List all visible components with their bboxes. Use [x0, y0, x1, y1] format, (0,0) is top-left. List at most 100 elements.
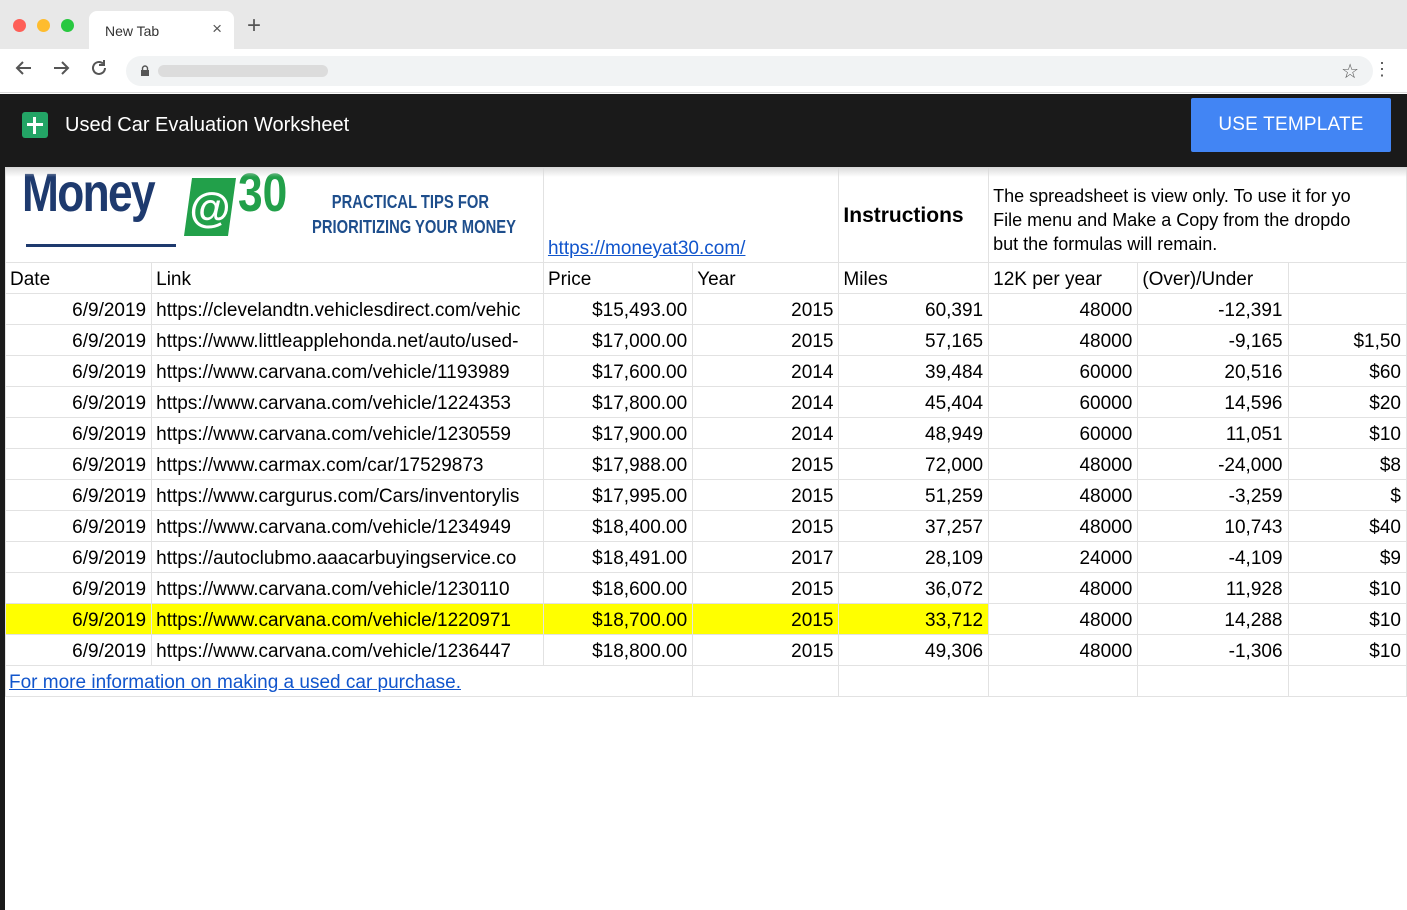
table-cell[interactable]: $1,50	[1287, 324, 1407, 356]
table-cell[interactable]: 2017	[692, 541, 840, 573]
table-cell[interactable]: 6/9/2019	[5, 634, 153, 666]
table-cell[interactable]: 2015	[692, 324, 840, 356]
table-cell[interactable]: $18,600.00	[542, 572, 694, 604]
table-cell[interactable]: 48000	[988, 479, 1139, 511]
table-cell[interactable]: 60000	[988, 417, 1139, 449]
table-cell[interactable]: 48000	[988, 634, 1139, 666]
table-cell[interactable]: $10	[1287, 417, 1407, 449]
table-cell[interactable]: 14,596	[1137, 386, 1289, 418]
table-cell[interactable]: $18,491.00	[542, 541, 694, 573]
column-header[interactable]: Miles	[838, 262, 990, 294]
column-header[interactable]: Link	[151, 262, 544, 294]
table-cell[interactable]: 6/9/2019	[5, 324, 153, 356]
table-cell[interactable]: 72,000	[838, 448, 990, 480]
column-header[interactable]: (Over)/Under	[1137, 262, 1289, 294]
table-cell[interactable]: https://www.carvana.com/vehicle/1193989	[151, 355, 544, 387]
table-cell[interactable]: 14,288	[1137, 603, 1289, 635]
table-cell[interactable]: $20	[1287, 386, 1407, 418]
table-cell[interactable]: $18,400.00	[542, 510, 694, 542]
table-cell[interactable]: 48000	[988, 448, 1139, 480]
table-cell[interactable]: 33,712	[838, 603, 990, 635]
table-cell[interactable]: https://www.carvana.com/vehicle/1220971	[151, 603, 544, 635]
table-cell[interactable]: $17,995.00	[542, 479, 694, 511]
table-cell[interactable]: 6/9/2019	[5, 479, 153, 511]
table-cell[interactable]: 2014	[692, 417, 840, 449]
column-header[interactable]: 12K per year	[988, 262, 1139, 294]
table-cell[interactable]: $18,700.00	[542, 603, 694, 635]
table-cell[interactable]: $17,900.00	[542, 417, 694, 449]
table-cell[interactable]: $10	[1287, 572, 1407, 604]
column-header[interactable]: Price	[542, 262, 694, 294]
moneyat30-link[interactable]: https://moneyat30.com/	[547, 238, 746, 259]
use-template-button[interactable]: USE TEMPLATE	[1191, 98, 1391, 152]
table-cell[interactable]: -12,391	[1137, 293, 1289, 325]
table-cell[interactable]	[1287, 293, 1407, 325]
table-cell[interactable]: $60	[1287, 355, 1407, 387]
browser-tab[interactable]: New Tab ×	[89, 11, 234, 49]
tab-close-icon[interactable]: ×	[212, 19, 222, 38]
reload-icon[interactable]	[89, 58, 109, 82]
table-cell[interactable]: 60,391	[838, 293, 990, 325]
table-cell[interactable]: 24000	[988, 541, 1139, 573]
table-cell[interactable]: $10	[1287, 634, 1407, 666]
table-cell[interactable]: -24,000	[1137, 448, 1289, 480]
table-cell[interactable]: $40	[1287, 510, 1407, 542]
table-cell[interactable]: $18,800.00	[542, 634, 694, 666]
table-cell[interactable]: 6/9/2019	[5, 293, 153, 325]
table-cell[interactable]: 2015	[692, 479, 840, 511]
table-cell[interactable]: $17,000.00	[542, 324, 694, 356]
table-cell[interactable]: $17,600.00	[542, 355, 694, 387]
table-cell[interactable]: 39,484	[838, 355, 990, 387]
table-cell[interactable]: 57,165	[838, 324, 990, 356]
more-info-link[interactable]: For more information on making a used ca…	[9, 672, 461, 693]
maximize-window-button[interactable]	[61, 19, 74, 32]
table-cell[interactable]: 2015	[692, 293, 840, 325]
table-cell[interactable]: 11,051	[1137, 417, 1289, 449]
table-cell[interactable]: 49,306	[838, 634, 990, 666]
table-cell[interactable]: https://www.carvana.com/vehicle/1230559	[151, 417, 544, 449]
table-cell[interactable]: 37,257	[838, 510, 990, 542]
address-bar[interactable]: ☆	[126, 56, 1373, 86]
table-cell[interactable]: 48000	[988, 603, 1139, 635]
table-cell[interactable]: https://clevelandtn.vehiclesdirect.com/v…	[151, 293, 544, 325]
table-cell[interactable]: $	[1287, 479, 1407, 511]
table-cell[interactable]: 48000	[988, 293, 1139, 325]
table-cell[interactable]: 48000	[988, 510, 1139, 542]
table-cell[interactable]: 45,404	[838, 386, 990, 418]
close-window-button[interactable]	[13, 19, 26, 32]
table-cell[interactable]: https://www.carvana.com/vehicle/1230110	[151, 572, 544, 604]
table-cell[interactable]: 6/9/2019	[5, 417, 153, 449]
bookmark-star-icon[interactable]: ☆	[1341, 61, 1359, 83]
table-cell[interactable]: $8	[1287, 448, 1407, 480]
table-cell[interactable]: 6/9/2019	[5, 541, 153, 573]
table-cell[interactable]: 11,928	[1137, 572, 1289, 604]
table-cell[interactable]: 10,743	[1137, 510, 1289, 542]
table-cell[interactable]: 60000	[988, 386, 1139, 418]
table-cell[interactable]: 20,516	[1137, 355, 1289, 387]
table-cell[interactable]: 6/9/2019	[5, 386, 153, 418]
column-header[interactable]: Date	[5, 262, 153, 294]
column-header[interactable]: Year	[692, 262, 840, 294]
table-cell[interactable]: -1,306	[1137, 634, 1289, 666]
table-cell[interactable]: 2015	[692, 510, 840, 542]
table-cell[interactable]: $17,800.00	[542, 386, 694, 418]
table-cell[interactable]: 2014	[692, 355, 840, 387]
table-cell[interactable]: https://www.carvana.com/vehicle/1224353	[151, 386, 544, 418]
table-cell[interactable]: -4,109	[1137, 541, 1289, 573]
table-cell[interactable]: $9	[1287, 541, 1407, 573]
table-cell[interactable]: $17,988.00	[542, 448, 694, 480]
table-cell[interactable]: https://autoclubmo.aaacarbuyingservice.c…	[151, 541, 544, 573]
table-cell[interactable]: https://www.cargurus.com/Cars/inventoryl…	[151, 479, 544, 511]
table-cell[interactable]: -9,165	[1137, 324, 1289, 356]
table-cell[interactable]: 51,259	[838, 479, 990, 511]
minimize-window-button[interactable]	[37, 19, 50, 32]
table-cell[interactable]: 2015	[692, 448, 840, 480]
column-header[interactable]	[1287, 262, 1407, 294]
forward-arrow-icon[interactable]	[51, 58, 71, 82]
table-cell[interactable]: 36,072	[838, 572, 990, 604]
table-cell[interactable]: $10	[1287, 603, 1407, 635]
table-cell[interactable]: 6/9/2019	[5, 603, 153, 635]
table-cell[interactable]: 48000	[988, 324, 1139, 356]
table-cell[interactable]: 6/9/2019	[5, 572, 153, 604]
table-cell[interactable]: https://www.littleapplehonda.net/auto/us…	[151, 324, 544, 356]
